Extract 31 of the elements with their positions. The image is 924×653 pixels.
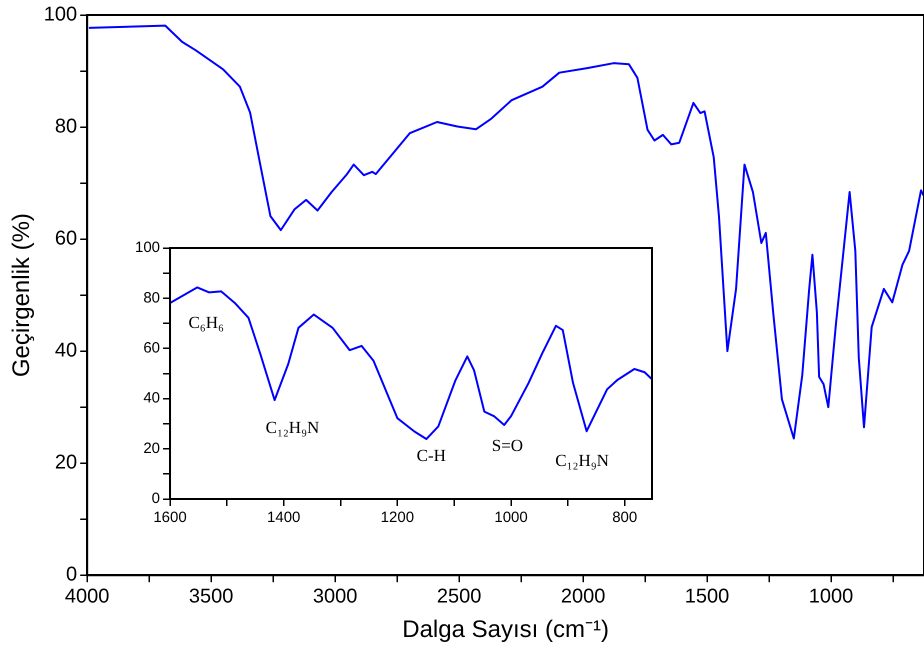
x-tick-label: 800 [612, 509, 638, 526]
y-tick-label: 100 [134, 239, 160, 256]
annotation: C₁₂H₉N [266, 418, 320, 438]
annotation: C₁₂H₉N [555, 450, 609, 470]
annotation: C-H [416, 446, 446, 465]
x-tick-label: 4000 [64, 586, 110, 608]
y-axis-title: Geçirgenlik (%) [8, 213, 36, 378]
x-tick-label: 2000 [560, 586, 606, 608]
x-tick-label: 3500 [188, 586, 234, 608]
x-tick-label: 1000 [494, 509, 528, 526]
x-tick-label: 1500 [684, 586, 730, 608]
y-tick-label: 60 [143, 340, 160, 357]
x-tick-label: 3000 [312, 586, 358, 608]
x-tick-label: 1400 [267, 509, 300, 526]
y-tick-label: 20 [54, 452, 78, 474]
annotation: S=O [492, 436, 524, 455]
x-tick-label: 1200 [380, 509, 414, 526]
x-tick-label: 1600 [153, 509, 187, 526]
y-tick-label: 20 [143, 440, 160, 457]
x-tick-label: 2500 [436, 586, 482, 608]
y-tick-label: 100 [44, 4, 78, 26]
y-tick-label: 0 [152, 490, 160, 508]
y-tick-label: 0 [66, 564, 78, 586]
x-axis-title: Dalga Sayısı (cm⁻¹) [402, 616, 609, 644]
y-tick-label: 80 [143, 289, 160, 306]
x-tick-label: 1000 [808, 586, 854, 608]
y-tick-label: 80 [54, 116, 78, 138]
y-tick-label: 40 [143, 390, 160, 407]
y-tick-label: 60 [54, 228, 78, 250]
y-tick-label: 40 [54, 340, 78, 362]
annotation: C₆H₆ [188, 312, 224, 332]
